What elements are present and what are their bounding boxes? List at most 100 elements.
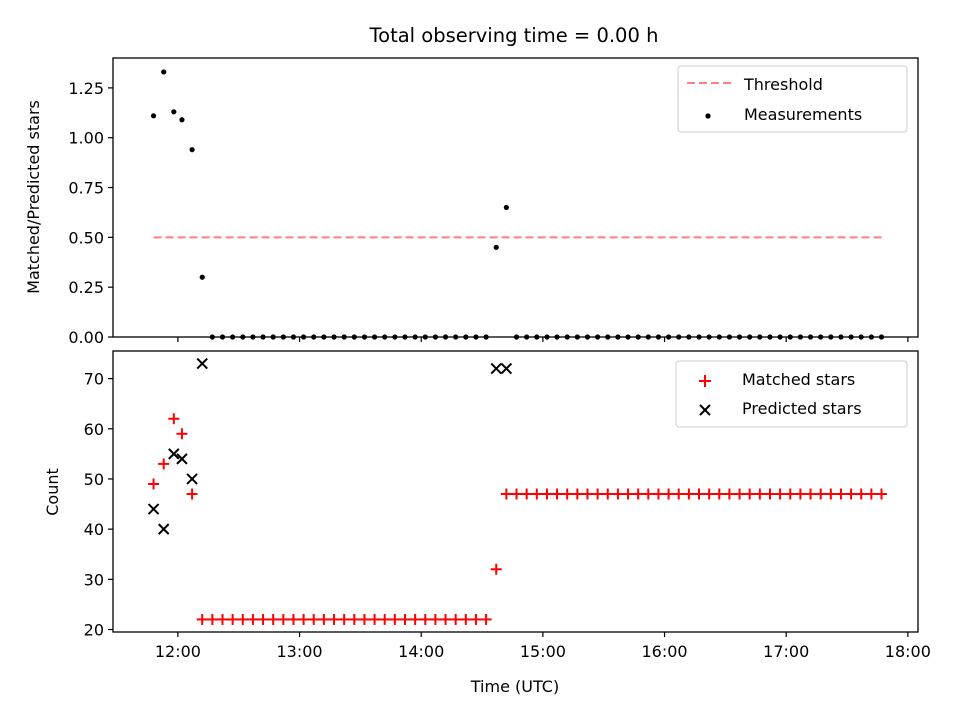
matched-star-point <box>206 613 218 625</box>
x-tick-label: 13:00 <box>276 642 322 661</box>
count-panel: 20 30 40 50 60 70 12:00 13:00 14:00 15:00 16:00 17… <box>43 350 931 696</box>
matched-star-point <box>744 488 756 500</box>
matched-star-point <box>673 488 685 500</box>
count-axes-frame <box>112 350 919 633</box>
predicted-star-point <box>196 357 208 370</box>
count-y-axis-label: Count <box>43 468 62 516</box>
matched-star-point <box>865 488 877 500</box>
matched-star-point <box>876 488 888 500</box>
matched-star-point <box>592 488 604 500</box>
ratio-x-ticks <box>177 337 909 342</box>
matched-star-point <box>480 613 492 625</box>
measurement-point <box>493 244 499 250</box>
y-tick-label: 70 <box>84 370 104 389</box>
matched-star-point <box>298 613 310 625</box>
x-tick-label: 12:00 <box>155 642 201 661</box>
ratio-y-axis-label: Matched/Predicted stars <box>24 100 43 294</box>
matched-star-point <box>764 488 776 500</box>
y-tick-label: 30 <box>84 570 104 589</box>
matched-star-point <box>511 488 523 500</box>
ratio-y-ticks: 0.00 0.25 0.50 0.75 1.00 1.25 <box>68 79 113 347</box>
x-tick-label: 16:00 <box>641 642 687 661</box>
ratio-panel: 0.00 0.25 0.50 0.75 1.00 1.25 Matched/Predict… <box>24 57 919 347</box>
measurement-point <box>199 274 205 280</box>
matched-star-point <box>158 458 170 470</box>
matched-star-point <box>602 488 614 500</box>
y-tick-label: 1.25 <box>68 79 104 98</box>
y-tick-label: 0.25 <box>68 278 104 297</box>
count-plot-area <box>147 357 888 625</box>
matched-star-point <box>186 488 198 500</box>
count-legend-frame <box>675 360 908 428</box>
matched-star-point <box>703 488 715 500</box>
matched-star-point <box>581 488 593 500</box>
matched-star-point <box>632 488 644 500</box>
matched-star-point <box>379 613 391 625</box>
matched-star-point <box>652 488 664 500</box>
matched-star-point <box>358 613 370 625</box>
matched-star-point <box>348 613 360 625</box>
matched-star-point <box>237 613 249 625</box>
matched-star-point <box>460 613 472 625</box>
predicted-star-point <box>176 453 188 465</box>
matched-star-point <box>571 488 583 500</box>
matched-star-point <box>805 488 817 500</box>
matched-star-point <box>531 488 543 500</box>
y-tick-label: 0.50 <box>68 228 104 247</box>
y-tick-label: 40 <box>84 520 104 539</box>
matched-star-point <box>338 613 350 625</box>
x-axis-label: Time (UTC) <box>470 677 559 696</box>
matched-star-point <box>815 488 827 500</box>
matched-star-point <box>168 413 180 425</box>
matched-star-point <box>257 613 269 625</box>
y-tick-label: 50 <box>84 470 104 489</box>
matched-star-point <box>754 488 766 500</box>
x-tick-label: 18:00 <box>885 642 931 661</box>
matched-star-point <box>470 613 482 625</box>
predicted-star-point <box>157 523 170 535</box>
matched-legend-label: Matched stars <box>742 370 855 389</box>
matched-star-point <box>450 613 462 625</box>
matched-star-point <box>500 488 512 500</box>
matched-star-point <box>784 488 796 500</box>
predicted-star-point <box>147 503 160 515</box>
measurement-point <box>150 113 157 119</box>
matched-star-point <box>551 488 563 500</box>
predicted-legend-label: Predicted stars <box>742 399 862 418</box>
matched-legend-swatch <box>699 375 711 387</box>
measurement-point <box>161 69 167 75</box>
matched-star-point <box>419 613 431 625</box>
matched-star-point <box>642 488 654 500</box>
measurements-legend-swatch <box>705 113 711 119</box>
matched-star-point <box>176 428 188 440</box>
matched-star-point <box>541 488 553 500</box>
measurements-legend-label: Measurements <box>744 105 862 124</box>
matched-star-point <box>328 613 340 625</box>
y-tick-label: 20 <box>84 620 104 639</box>
matched-star-point <box>723 488 735 500</box>
figure-title: Total observing time = 0.00 h <box>369 24 659 47</box>
ratio-axes-frame <box>112 57 919 338</box>
matched-star-point <box>308 613 320 625</box>
y-tick-label: 0.75 <box>68 179 104 198</box>
matched-star-point <box>148 478 160 490</box>
count-legend: Matched stars Predicted stars <box>675 360 908 428</box>
matched-star-point <box>196 613 208 625</box>
matched-star-point <box>663 488 675 500</box>
y-tick-label: 1.00 <box>68 129 104 148</box>
matched-star-point <box>490 563 502 575</box>
predicted-star-point <box>186 473 198 485</box>
measurement-point <box>179 117 185 123</box>
matched-star-point <box>369 613 381 625</box>
matched-star-point <box>561 488 573 500</box>
x-tick-label: 15:00 <box>520 642 566 661</box>
y-tick-label: 0.00 <box>68 328 104 347</box>
predicted-star-point <box>168 448 180 460</box>
matched-star-point <box>216 613 228 625</box>
predicted-star-point <box>490 362 502 375</box>
measurement-point <box>189 147 195 153</box>
ratio-legend-frame <box>677 65 908 133</box>
matched-star-point <box>318 613 330 625</box>
matched-star-point <box>683 488 695 500</box>
